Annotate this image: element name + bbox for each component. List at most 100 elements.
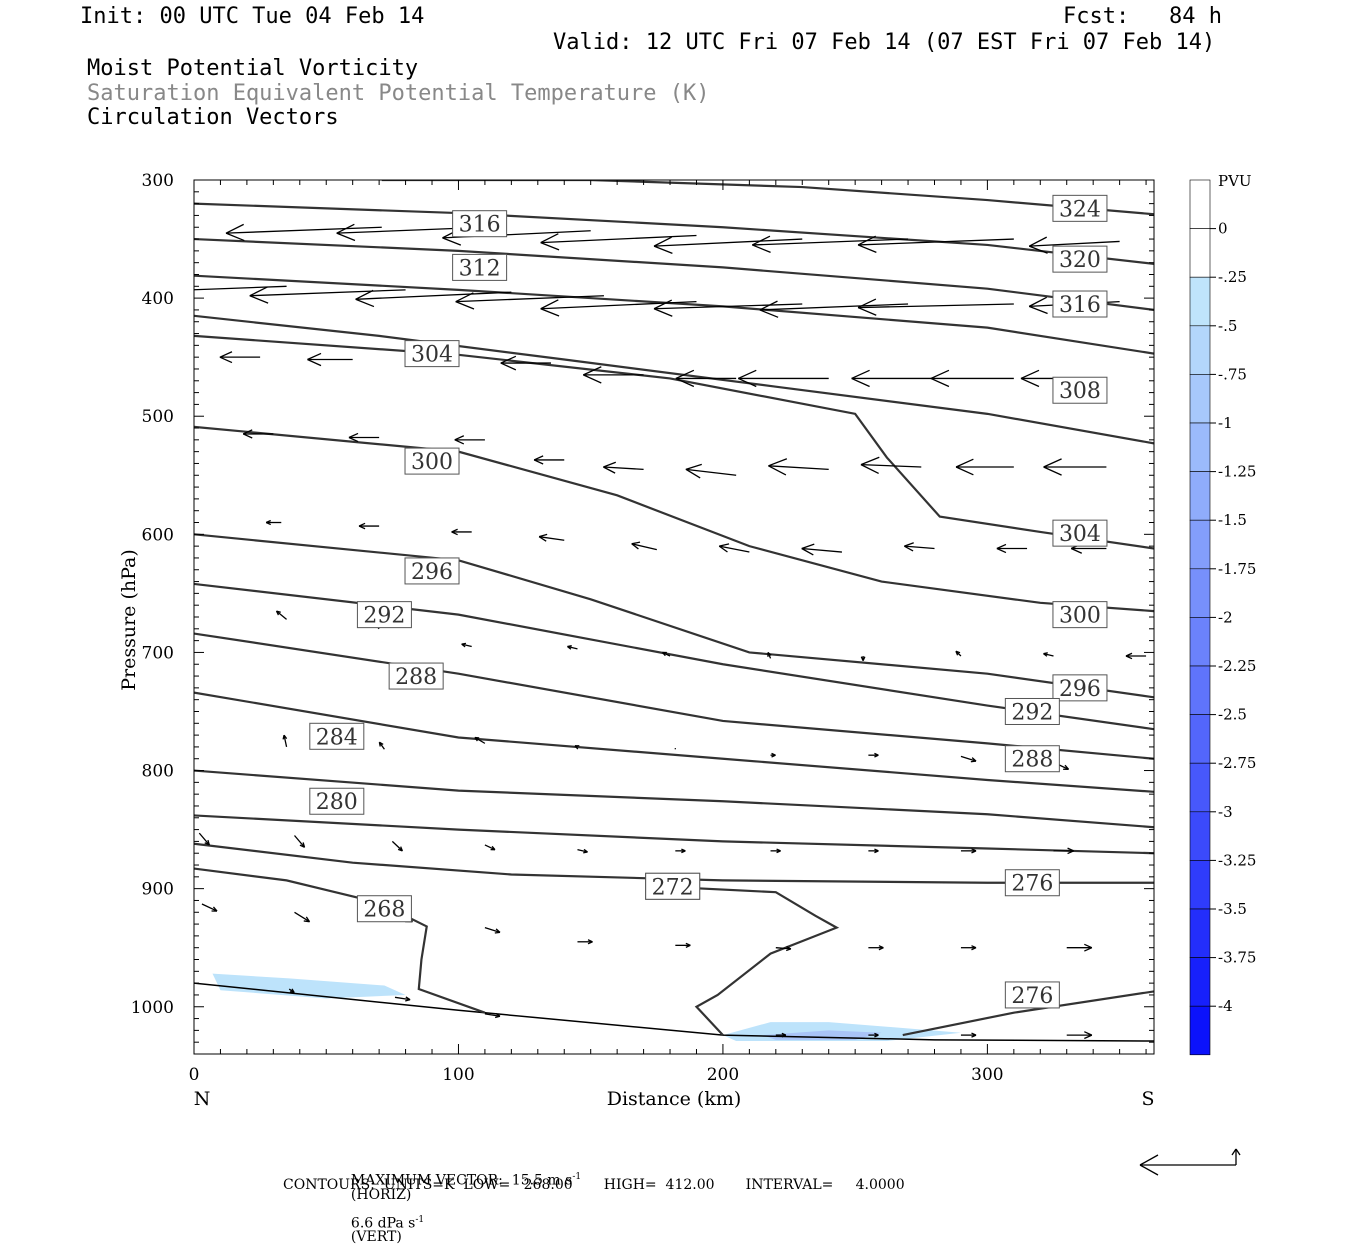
colorbar-label: -.5 [1218, 317, 1237, 335]
vector-head [956, 467, 973, 475]
contour-label-text: 308 [1059, 379, 1101, 404]
colorbar-swatch [1190, 666, 1210, 715]
colorbar-label: -3.5 [1218, 900, 1247, 918]
circulation-vector [654, 237, 802, 253]
vector-shaft [199, 833, 209, 845]
vector-head [752, 245, 770, 252]
vector-shaft [456, 296, 604, 302]
circulation-vector [567, 646, 577, 650]
y-tick-label: 300 [142, 171, 174, 191]
vector-head [337, 233, 355, 240]
x-end-label-south: S [1141, 1088, 1154, 1110]
circulation-vector [1067, 944, 1092, 951]
vector-head [852, 378, 870, 386]
colorbar-swatch [1190, 617, 1210, 666]
vector-head [858, 245, 876, 252]
circulation-vector [904, 543, 934, 551]
contour-label-text: 276 [1011, 872, 1053, 897]
vector-head [768, 459, 786, 466]
circulation-vector [868, 849, 878, 853]
circulation-vector [1067, 1032, 1092, 1039]
circulation-vector [462, 643, 472, 647]
vector-head [1071, 548, 1082, 553]
vector-head [541, 234, 559, 243]
colorbar-label: -2 [1218, 608, 1233, 626]
contour-label-text: 304 [411, 343, 453, 368]
vector-head [686, 464, 702, 469]
theta-es-contour-line [194, 427, 1154, 611]
vector-head [226, 233, 244, 240]
vector-head [852, 370, 870, 378]
vector-head [541, 300, 559, 309]
contour-label-text: 320 [1059, 248, 1101, 273]
circulation-vector [395, 997, 410, 1001]
vector-shaft [356, 292, 512, 299]
vector-shaft [654, 304, 802, 309]
circulation-vector [349, 433, 379, 441]
vector-head [1029, 306, 1047, 313]
circulation-vector [868, 946, 883, 950]
contour-labels: 3243203163163123083043043003002962962922… [310, 195, 1107, 1009]
theta-es-contour-line [382, 180, 1154, 214]
contour-label-text: 300 [1059, 604, 1101, 629]
vector-shaft [294, 836, 304, 848]
circulation-vector [961, 1033, 976, 1037]
colorbar-swatch [1190, 277, 1210, 326]
circulation-vector [686, 464, 736, 478]
contour-label-text: 300 [411, 450, 453, 475]
colorbar-swatch [1190, 763, 1210, 812]
circulation-vector [675, 849, 685, 853]
unit-exponent: -1 [415, 1215, 424, 1225]
contour-label-text: 304 [1059, 522, 1101, 547]
colorbar-label: -2.75 [1218, 754, 1256, 772]
colorbar-swatch [1190, 569, 1210, 618]
colorbar-swatch [1190, 958, 1210, 1007]
contour-label: 268 [357, 896, 411, 923]
vector-head [250, 287, 268, 296]
vector-head [931, 378, 949, 386]
contour-label-text: 276 [1011, 984, 1053, 1009]
contour-label-text: 292 [363, 604, 405, 629]
colorbar-swatch [1190, 715, 1210, 764]
max-vector-vert-label: (VERT) [351, 1229, 402, 1245]
contour-label: 276 [1005, 982, 1059, 1009]
contour-label-text: 268 [363, 898, 405, 923]
contour-label: 292 [1005, 698, 1059, 725]
colorbar-label: -1.25 [1218, 463, 1256, 481]
theta-es-contour-line [194, 815, 1154, 853]
circulation-vector [485, 845, 495, 850]
vector-head [1021, 370, 1039, 378]
vector-head [307, 353, 321, 359]
x-end-label-north: N [194, 1088, 211, 1110]
circulation-vector [359, 523, 379, 528]
contour-label: 292 [357, 602, 411, 629]
circulation-vector [392, 841, 402, 850]
colorbar-label: -3 [1218, 803, 1233, 821]
circulation-vector [283, 735, 287, 747]
x-tick-label: 0 [189, 1065, 200, 1085]
circulation-vector [997, 544, 1027, 552]
circulation-vector [861, 457, 921, 473]
contour-label-text: 316 [1059, 293, 1101, 318]
colorbar-swatch [1190, 520, 1210, 569]
circulation-vector [768, 459, 828, 475]
vector-head [583, 375, 601, 383]
circulation-vector [277, 611, 287, 619]
contour-label-text: 312 [459, 256, 501, 281]
vector-head [1044, 467, 1062, 475]
contour-label: 296 [405, 558, 459, 585]
circulation-vector [675, 943, 690, 947]
vector-head [858, 308, 876, 316]
circulation-vector [250, 287, 406, 303]
circulation-vector [539, 534, 564, 541]
vector-head [931, 370, 949, 378]
colorbar-swatch [1190, 229, 1210, 278]
circulation-vector [771, 849, 781, 853]
contour-label: 308 [1053, 377, 1107, 404]
contour-label-text: 316 [459, 213, 501, 238]
vector-head [501, 363, 516, 370]
colorbar-label: -.25 [1218, 268, 1247, 286]
vector-head [220, 352, 232, 357]
circulation-vector [868, 753, 878, 757]
contour-label: 324 [1053, 195, 1107, 222]
